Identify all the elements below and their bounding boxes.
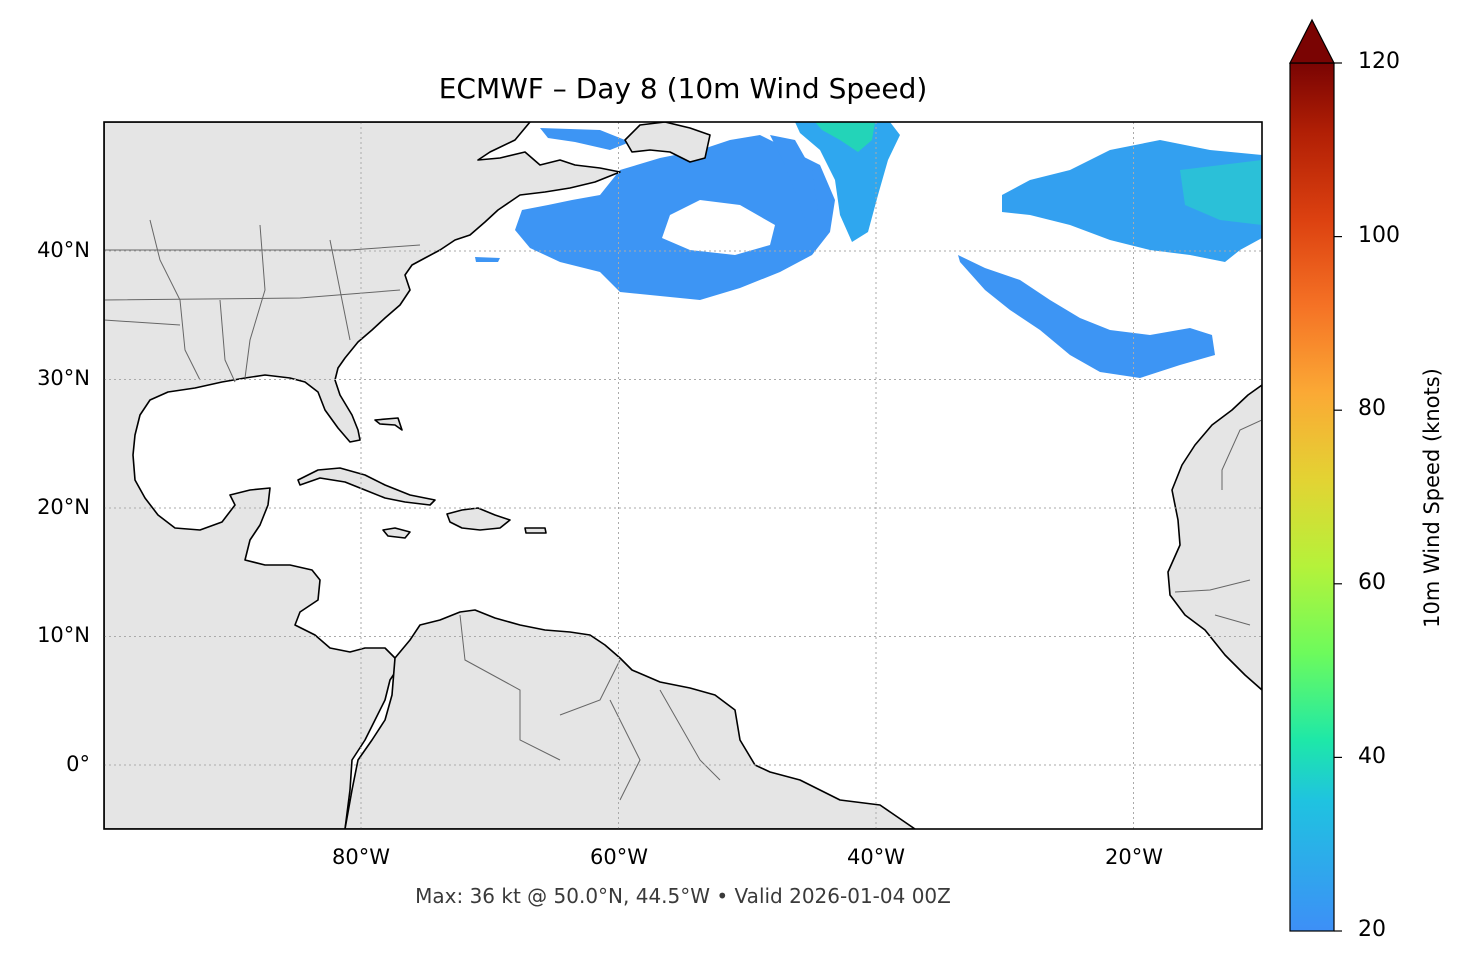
wind-region-newfoundland [515, 135, 835, 300]
lon-tick-40w: 40°W [847, 845, 905, 869]
colorbar-tick-20: 20 [1358, 917, 1386, 942]
lat-tick-20n: 20°N [37, 495, 90, 519]
colorbar-tick-40: 40 [1358, 744, 1386, 769]
wind-region-north-band [540, 128, 630, 150]
wind-field [104, 122, 1262, 378]
lat-tick-0: 0° [66, 752, 90, 776]
wind-region-arc-strip [770, 135, 818, 228]
cuba [297, 467, 436, 506]
colorbar-tick-100: 100 [1358, 223, 1400, 248]
gridlines [104, 122, 1262, 829]
lon-tick-60w: 60°W [590, 845, 648, 869]
max-wind-footer: Max: 36 kt @ 50.0°N, 44.5°W • Valid 2026… [415, 884, 951, 908]
wind-region-east-core [1180, 160, 1262, 225]
colorbar-label: 10m Wind Speed (knots) [1420, 368, 1444, 628]
wind-region-south-band [958, 255, 1215, 378]
lon-tick-80w: 80°W [332, 845, 390, 869]
jamaica [382, 527, 411, 539]
colorbar-gradient [1289, 62, 1335, 932]
lat-tick-10n: 10°N [37, 623, 90, 647]
newfoundland [624, 122, 711, 163]
hispaniola [446, 507, 511, 531]
lon-tick-20w: 20°W [1105, 845, 1163, 869]
lat-tick-30n: 30°N [37, 366, 90, 390]
africa [1167, 384, 1262, 691]
map-title: ECMWF – Day 8 (10m Wind Speed) [438, 72, 928, 105]
wind-region-arc [795, 122, 900, 242]
bahamas [374, 417, 403, 431]
colorbar-tick-60: 60 [1358, 570, 1386, 595]
colorbar-tick-120: 120 [1358, 49, 1400, 74]
wind-region-arc-core [815, 122, 875, 152]
lat-tick-40n: 40°N [37, 238, 90, 262]
puerto-rico [524, 527, 547, 534]
colorbar [1289, 18, 1342, 932]
south-america [344, 609, 916, 829]
borders [104, 219, 1262, 801]
map-frame [103, 121, 1263, 830]
wind-speck-coast [475, 257, 500, 262]
colorbar-tick-80: 80 [1358, 396, 1386, 421]
colorbar-extend-arrow [1289, 18, 1335, 64]
